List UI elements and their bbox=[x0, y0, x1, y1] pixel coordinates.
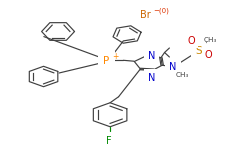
Text: +: + bbox=[112, 52, 118, 61]
Text: F: F bbox=[106, 136, 112, 146]
Text: N: N bbox=[148, 73, 155, 83]
Text: O: O bbox=[205, 50, 212, 60]
Text: S: S bbox=[195, 46, 202, 56]
Text: Br: Br bbox=[140, 10, 151, 20]
Text: CH₃: CH₃ bbox=[204, 38, 217, 44]
Text: N: N bbox=[148, 51, 155, 61]
Text: −(0): −(0) bbox=[154, 7, 170, 14]
Text: P: P bbox=[103, 56, 110, 66]
Text: N: N bbox=[169, 62, 177, 72]
Text: O: O bbox=[187, 36, 195, 45]
Text: CH₃: CH₃ bbox=[175, 72, 189, 78]
